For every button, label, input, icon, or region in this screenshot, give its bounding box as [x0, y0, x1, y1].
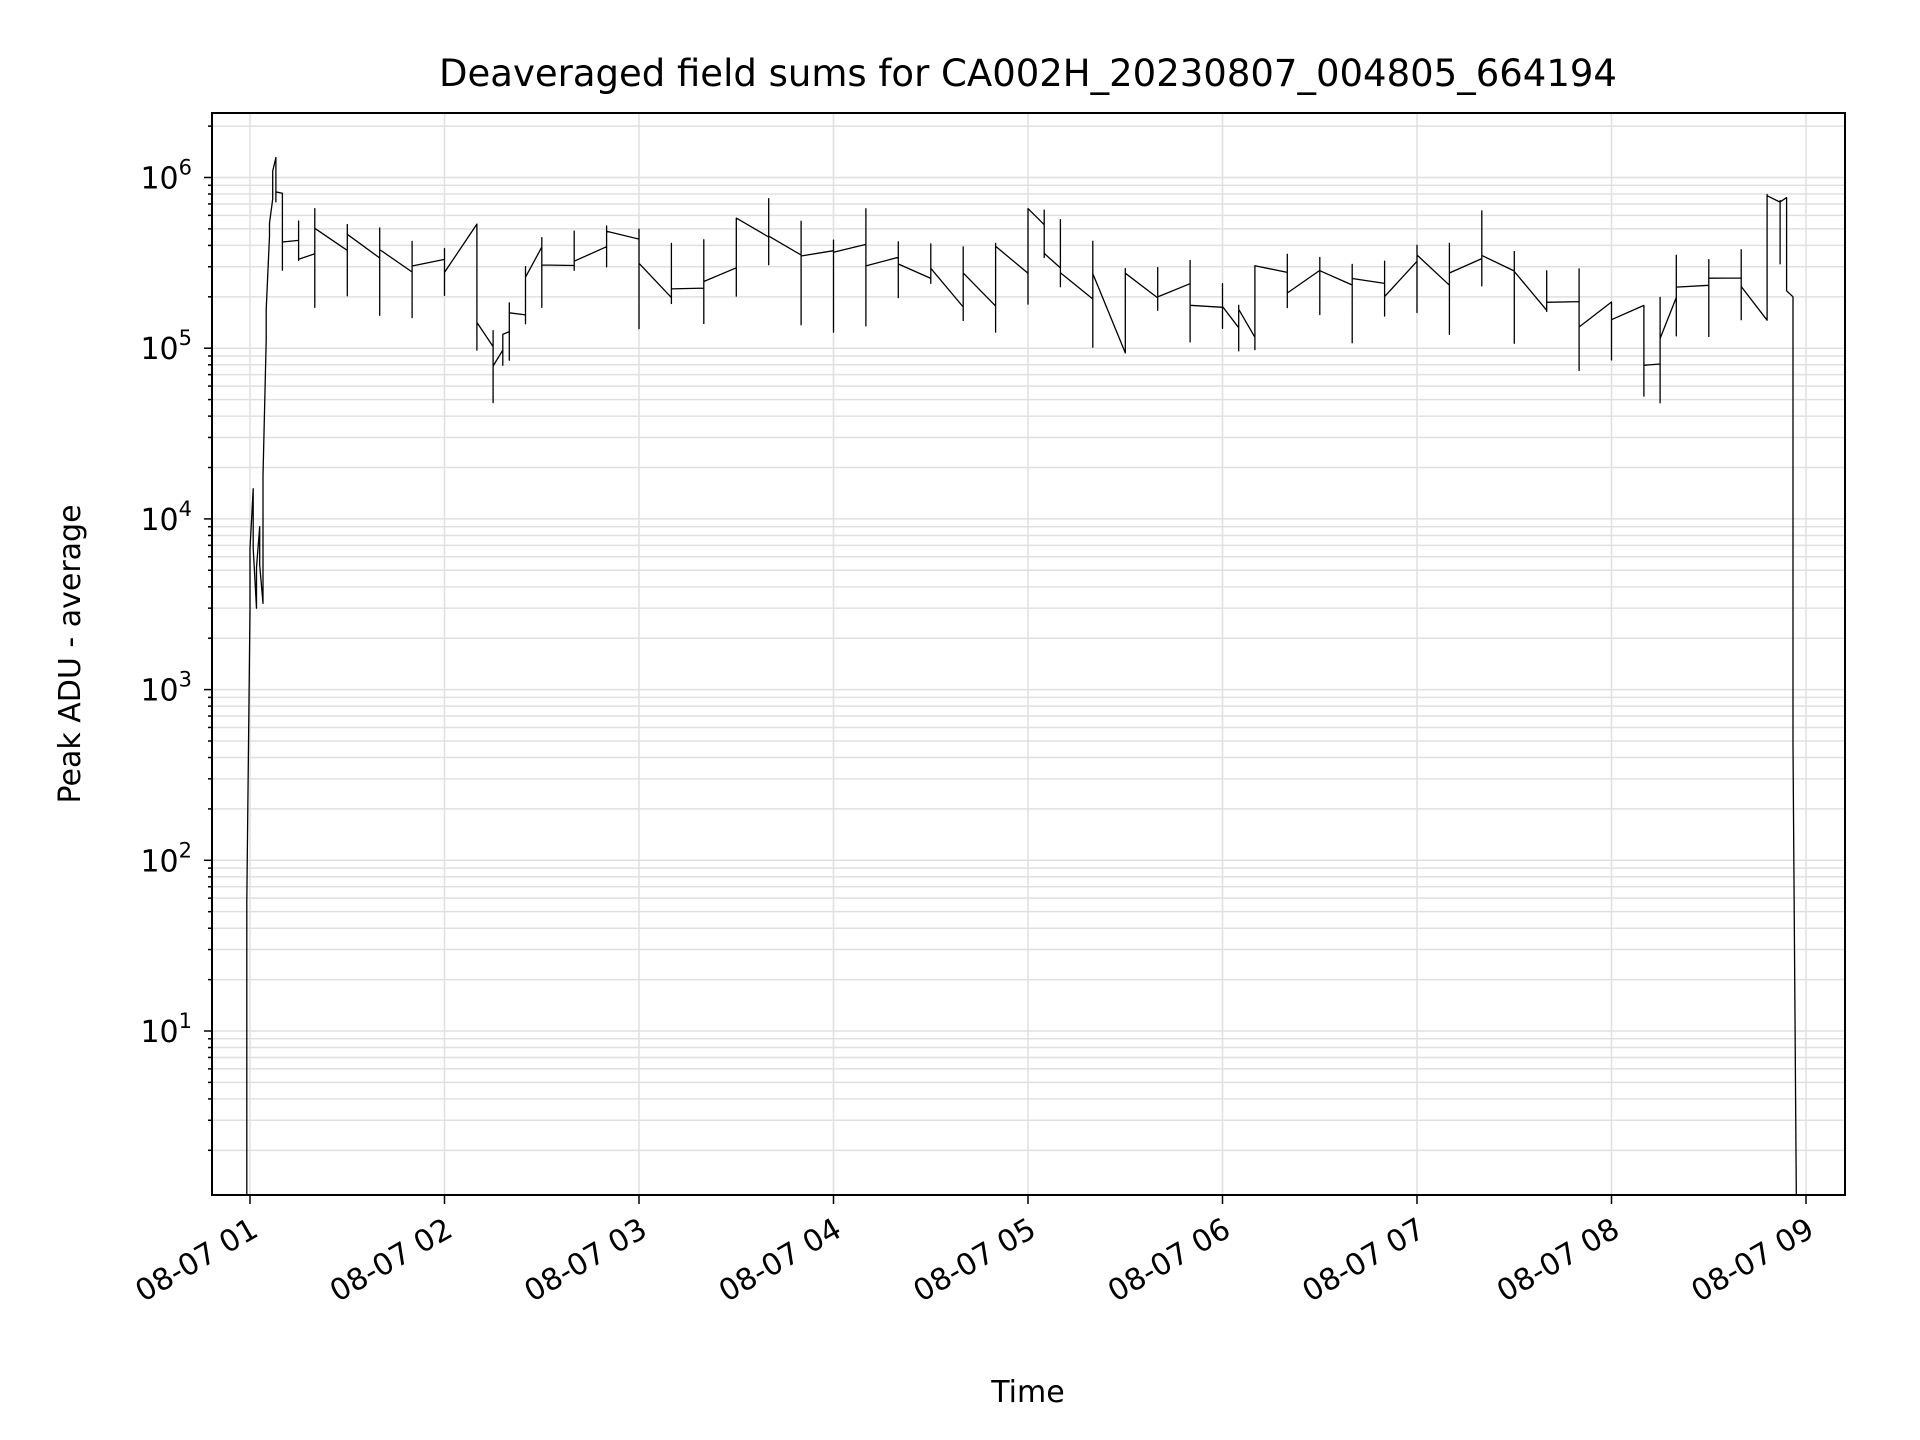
y-tick-label: 105 [140, 326, 192, 367]
y-tick-label: 104 [140, 497, 192, 538]
series-line [246, 156, 1797, 1195]
x-axis-title: Time [990, 1375, 1064, 1410]
y-tick-label: 106 [140, 156, 192, 197]
y-tick-label: 102 [140, 838, 192, 879]
chart-title: Deaveraged field sums for CA002H_2023080… [439, 52, 1617, 95]
y-tick-label: 101 [140, 1009, 192, 1050]
y-axis-title: Peak ADU - average [53, 504, 88, 803]
y-tick-label: 103 [140, 668, 192, 709]
y-axis-ticks: 101 102 103 104 105 106 [140, 125, 212, 1152]
